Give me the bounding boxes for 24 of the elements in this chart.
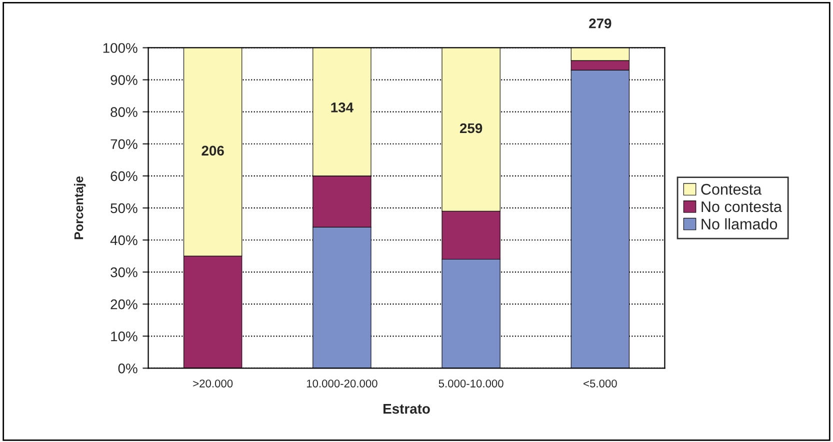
x-axis-title: Estrato — [384, 404, 430, 414]
x-tick-label: <5.000 — [584, 380, 617, 388]
x-tick-label: 10.000-20.000 — [306, 380, 378, 388]
y-tick-label: 0% — [118, 364, 138, 374]
y-axis-title: Porcentaje — [74, 176, 86, 240]
y-tick-label: 20% — [110, 299, 138, 310]
x-tick-label: 5.000-10.000 — [438, 380, 504, 388]
y-tick-label: 10% — [111, 331, 138, 342]
legend-label: No contesta — [702, 201, 782, 212]
legend-label: No llamado — [702, 218, 778, 230]
legend-label: Contesta — [701, 184, 762, 195]
annotation: 206 — [202, 146, 224, 156]
y-tick-label: 90% — [110, 75, 138, 85]
y-tick-label: 70% — [110, 139, 138, 150]
y-tick-label: 50% — [110, 203, 138, 214]
y-tick-label: 100% — [103, 43, 138, 53]
annotation: 134 — [331, 102, 354, 112]
text: 279 — [589, 18, 612, 28]
y-tick-label: 60% — [110, 171, 138, 182]
y-tick-label: 40% — [110, 235, 138, 246]
y-tick-label: 30% — [110, 267, 138, 278]
x-tick-label: >20.000 — [193, 380, 233, 388]
annotation: 259 — [460, 123, 482, 134]
y-tick-label: 80% — [110, 107, 138, 117]
